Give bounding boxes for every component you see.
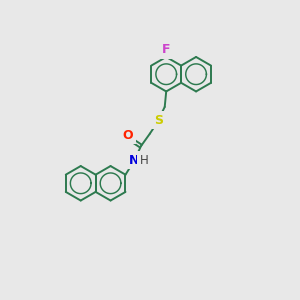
- Text: H: H: [140, 154, 148, 167]
- Text: S: S: [154, 114, 163, 127]
- Text: F: F: [162, 43, 170, 56]
- Text: O: O: [123, 129, 134, 142]
- Text: N: N: [129, 154, 140, 167]
